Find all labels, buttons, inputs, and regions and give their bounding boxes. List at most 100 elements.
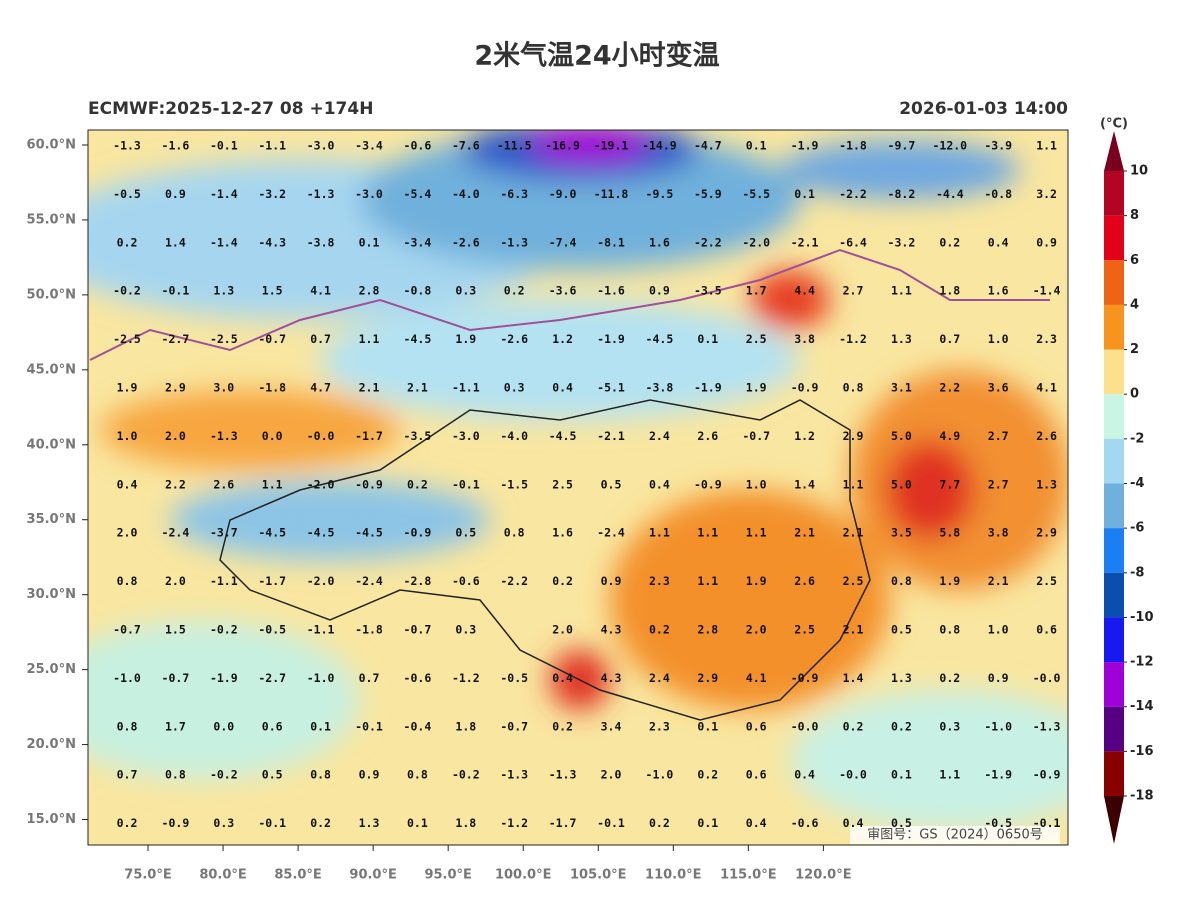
approval-number: 审图号：GS（2024）0650号 (867, 828, 1043, 843)
x-tick-label: 90.0°E (349, 868, 396, 883)
grid-value: 2.0 (117, 526, 138, 540)
colorbar-label: 10 (1130, 164, 1148, 179)
colorbar-label: -12 (1130, 655, 1154, 670)
grid-value: -11.5 (497, 139, 532, 153)
grid-value: 0.1 (407, 816, 428, 830)
grid-value: 1.3 (213, 284, 234, 298)
grid-value: -1.3 (500, 768, 528, 782)
grid-value: -3.2 (258, 187, 286, 201)
grid-value: 1.9 (746, 381, 767, 395)
colorbar-label: 8 (1130, 208, 1139, 223)
grid-value: 1.4 (794, 477, 815, 491)
grid-value: -1.1 (210, 574, 238, 588)
grid-value: -2.1 (597, 429, 625, 443)
x-tick-label: 80.0°E (199, 868, 246, 883)
grid-value: 0.4 (843, 816, 864, 830)
x-tick-label: 110.0°E (645, 868, 702, 883)
grid-value: 1.7 (746, 284, 767, 298)
grid-value: 1.9 (939, 574, 960, 588)
grid-value: 1.0 (117, 429, 138, 443)
grid-value: 0.9 (165, 187, 186, 201)
plot-frame (87, 129, 1069, 846)
grid-value: -0.5 (113, 187, 141, 201)
grid-value: 2.1 (407, 381, 428, 395)
grid-value: -16.9 (545, 139, 580, 153)
grid-value: -1.7 (355, 429, 383, 443)
colorbar-band (1104, 528, 1124, 573)
grid-value: 1.4 (165, 235, 186, 249)
grid-value: 0.0 (213, 719, 234, 733)
grid-value: 0.6 (746, 719, 767, 733)
grid-value: 0.2 (552, 719, 573, 733)
grid-value: 1.1 (262, 477, 283, 491)
grid-value: 2.6 (1036, 429, 1057, 443)
grid-value: 0.2 (649, 623, 670, 637)
colorbar-band (1104, 751, 1124, 796)
grid-value: 0.4 (746, 816, 767, 830)
grid-value: 4.1 (1036, 381, 1057, 395)
grid-value: 0.6 (262, 719, 283, 733)
grid-value: -1.9 (694, 381, 722, 395)
grid-value: 0.9 (988, 671, 1009, 685)
grid-value: 2.6 (697, 429, 718, 443)
grid-value: 0.1 (697, 816, 718, 830)
colorbar-band (1104, 572, 1124, 618)
grid-value: -0.6 (452, 574, 480, 588)
colorbar-label: 2 (1130, 342, 1139, 357)
grid-value: -1.2 (452, 671, 480, 685)
grid-value: 1.9 (746, 574, 767, 588)
grid-value: 0.9 (601, 574, 622, 588)
grid-value: 0.2 (407, 477, 428, 491)
grid-value: 2.1 (988, 574, 1009, 588)
grid-value: -0.7 (404, 623, 432, 637)
grid-value: 0.5 (262, 768, 283, 782)
grid-value: -4.5 (646, 332, 674, 346)
grid-value: 2.5 (552, 477, 573, 491)
grid-value: -1.7 (549, 816, 577, 830)
grid-value: 0.5 (891, 816, 912, 830)
grid-value: -8.1 (597, 235, 625, 249)
grid-value: -0.0 (1033, 671, 1061, 685)
x-tick-label: 75.0°E (124, 868, 171, 883)
grid-value: 0.7 (359, 671, 380, 685)
grid-value: -0.7 (162, 671, 190, 685)
grid-value: -2.6 (500, 332, 528, 346)
grid-value: -1.5 (500, 477, 528, 491)
grid-value: 0.1 (891, 768, 912, 782)
grid-value: -3.2 (888, 235, 916, 249)
grid-value: 0.6 (746, 768, 767, 782)
grid-value: -0.0 (307, 429, 335, 443)
grid-value: 0.9 (1036, 235, 1057, 249)
grid-value: 0.3 (213, 816, 234, 830)
grid-value: 1.1 (939, 768, 960, 782)
grid-value: 5.0 (891, 429, 912, 443)
grid-value: -7.6 (452, 139, 480, 153)
grid-value: 2.9 (843, 429, 864, 443)
grid-value: 0.9 (359, 768, 380, 782)
colorbar-band (1104, 662, 1124, 707)
grid-value: 0.1 (359, 235, 380, 249)
grid-value: 1.1 (697, 526, 718, 540)
grid-value: -12.0 (932, 139, 967, 153)
colorbar-band (1104, 438, 1124, 484)
grid-value: -0.7 (742, 429, 770, 443)
grid-value: -11.8 (594, 187, 629, 201)
grid-value: 0.5 (891, 623, 912, 637)
x-tick-label: 95.0°E (424, 868, 471, 883)
colorbar-label: 6 (1130, 253, 1139, 268)
grid-value: 2.5 (843, 574, 864, 588)
grid-value: 0.3 (455, 284, 476, 298)
grid-value: -4.0 (500, 429, 528, 443)
grid-value: 4.1 (746, 671, 767, 685)
colorbar-band (1104, 215, 1124, 261)
grid-value: -3.6 (549, 284, 577, 298)
grid-value: 2.0 (165, 429, 186, 443)
grid-value: 2.8 (359, 284, 380, 298)
grid-value: -1.1 (258, 139, 286, 153)
y-tick-label: 35.0°N (27, 512, 76, 527)
grid-value: -1.1 (307, 623, 335, 637)
map-shading (88, 130, 1068, 830)
grid-value: 0.8 (310, 768, 331, 782)
grid-value: 0.1 (310, 719, 331, 733)
